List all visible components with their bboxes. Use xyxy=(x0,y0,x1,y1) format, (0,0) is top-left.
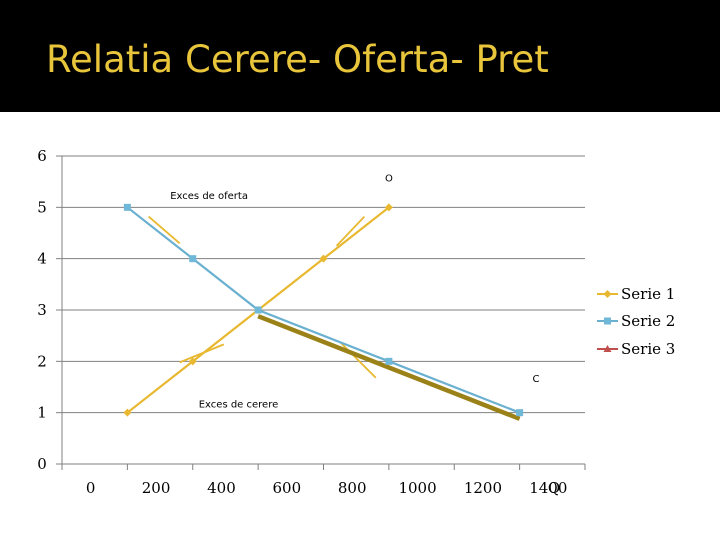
y-tick-label: 3 xyxy=(37,301,47,319)
supply-point xyxy=(319,254,328,263)
curve-label: O xyxy=(385,174,393,185)
supply-point xyxy=(123,408,132,417)
title-bar: Relatia Cerere- Oferta- Pret xyxy=(0,0,720,112)
slide-title: Relatia Cerere- Oferta- Pret xyxy=(46,38,549,81)
x-tick-label: 1400 xyxy=(529,479,567,497)
y-tick-label: 5 xyxy=(37,198,47,216)
annotation-label: Exces de cerere xyxy=(199,400,279,411)
x-tick-label: 0 xyxy=(86,479,96,497)
curve-label: C xyxy=(532,374,539,385)
label-layer: O C Exces de oferta Exces de cerere xyxy=(170,174,539,411)
y-tick-label: 1 xyxy=(37,404,47,422)
chart-panel xyxy=(0,112,720,540)
legend-marker xyxy=(603,345,612,352)
excess-arrow xyxy=(335,215,366,247)
annotation-label: Exces de oferta xyxy=(170,191,248,202)
demand-point xyxy=(123,203,131,211)
y-tick-label: 2 xyxy=(37,352,47,370)
y-tick-label: 0 xyxy=(37,455,47,473)
x-tick-label: 1000 xyxy=(398,479,436,497)
legend-label: Serie 2 xyxy=(621,312,675,330)
x-tick-label: 400 xyxy=(207,479,236,497)
arrow-layer xyxy=(148,215,377,379)
grid-layer xyxy=(62,155,585,465)
thick-demand-line xyxy=(257,314,521,421)
legend: Serie 1 Serie 2 Serie 3 xyxy=(597,285,675,358)
demand-point xyxy=(516,409,524,417)
y-tick-label: 4 xyxy=(37,250,47,268)
demand-point xyxy=(385,357,393,365)
series-layer xyxy=(123,203,524,421)
x-tick-label: 1200 xyxy=(464,479,502,497)
supply-point xyxy=(188,357,197,366)
legend-label: Serie 3 xyxy=(621,340,675,358)
supply-point xyxy=(384,203,393,212)
excess-arrow xyxy=(339,341,377,379)
x-tick-label: 600 xyxy=(272,479,301,497)
excess-arrow xyxy=(148,215,181,244)
legend-marker xyxy=(603,290,612,298)
demand-point xyxy=(254,306,262,314)
x-axis-label: Q xyxy=(548,479,560,497)
legend-marker xyxy=(604,317,611,325)
x-tick-label: 200 xyxy=(142,479,171,497)
legend-label: Serie 1 xyxy=(621,285,675,303)
y-tick-label: 6 xyxy=(37,147,47,165)
demand-point xyxy=(189,255,197,263)
x-tick-label: 800 xyxy=(338,479,367,497)
